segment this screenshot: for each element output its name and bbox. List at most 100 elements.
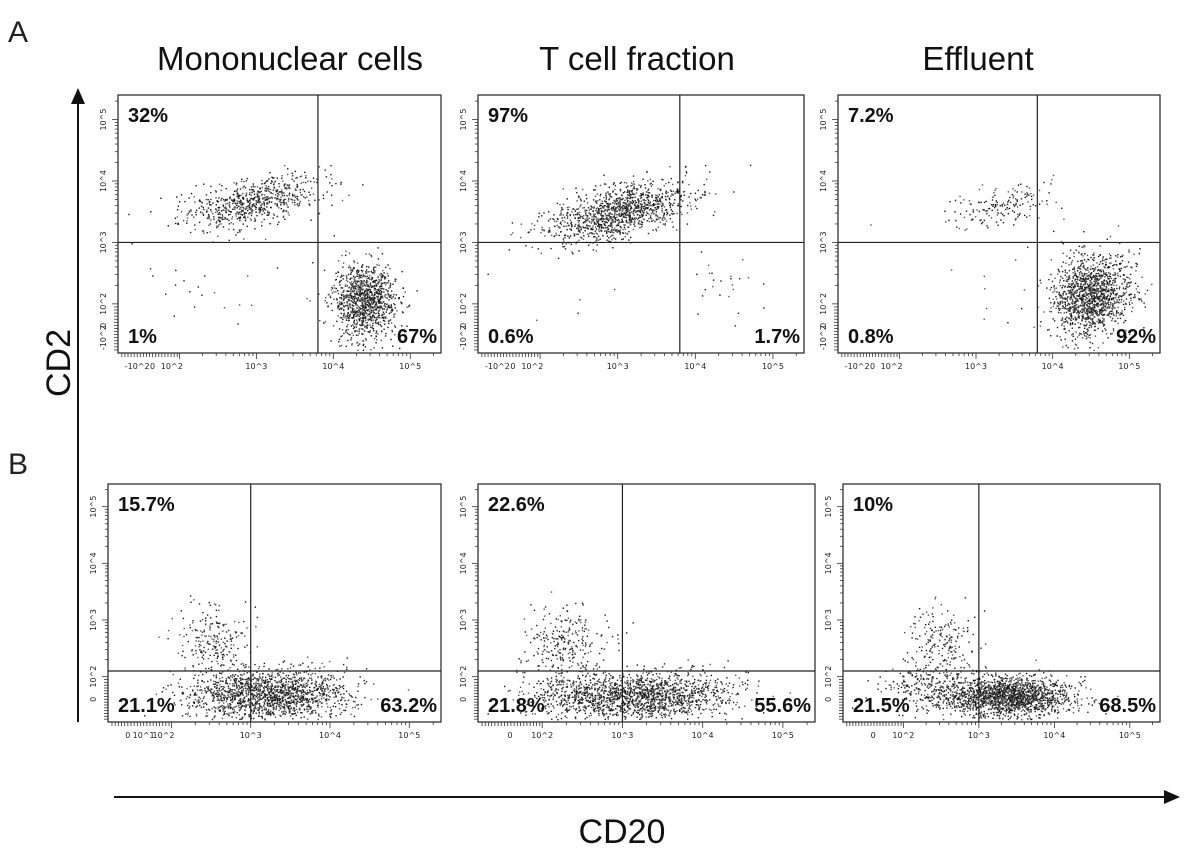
event-dot [592, 210, 594, 212]
event-dot [1123, 281, 1126, 283]
event-dot [1090, 311, 1093, 313]
event-dot [266, 202, 268, 204]
event-dot [1112, 298, 1114, 300]
event-dot [629, 202, 631, 204]
event-dot [291, 199, 293, 201]
event-dot [668, 202, 671, 204]
event-dot [318, 199, 320, 201]
event-dot [612, 216, 615, 218]
event-dot [1094, 297, 1096, 300]
event-dot [353, 326, 356, 329]
event-dot [634, 207, 637, 209]
event-dot [387, 290, 389, 292]
event-dot [368, 313, 371, 315]
event-dot [378, 316, 380, 319]
event-dot [1072, 268, 1074, 271]
event-dot [232, 223, 234, 225]
event-dot [324, 320, 327, 323]
event-dot [1074, 343, 1077, 345]
event-dot [1083, 293, 1085, 296]
event-dot [1101, 307, 1103, 309]
event-dot [580, 228, 582, 231]
event-dot [294, 204, 296, 206]
event-dot [631, 196, 634, 199]
event-dot [1065, 344, 1067, 347]
event-dot [1072, 309, 1074, 311]
event-dot [618, 210, 621, 212]
event-dot [577, 221, 580, 224]
event-dot [371, 297, 373, 299]
event-dot [577, 230, 580, 232]
event-dot [190, 192, 193, 195]
x-tick-label: 10^5 [762, 362, 784, 371]
event-dot [1090, 318, 1092, 320]
event-dot [355, 324, 357, 326]
event-dot [1092, 318, 1094, 320]
event-dot [680, 205, 682, 208]
event-dot [1124, 279, 1126, 281]
event-dot [1138, 252, 1140, 255]
event-dot [1069, 285, 1071, 288]
event-dot [350, 288, 352, 291]
event-dot [611, 216, 613, 218]
event-dot [603, 218, 605, 220]
event-dot [1143, 302, 1145, 304]
event-dot [1081, 305, 1083, 307]
event-dot [613, 227, 616, 229]
event-dot [1112, 265, 1114, 267]
event-dot [1079, 323, 1082, 325]
event-dot [345, 297, 348, 299]
event-dot [364, 302, 366, 304]
event-dot [359, 295, 361, 297]
event-dot [600, 229, 602, 232]
event-dot [352, 283, 354, 285]
event-dot [1114, 274, 1116, 276]
event-dot [1115, 313, 1118, 315]
event-dot [621, 210, 623, 212]
event-dot [1131, 310, 1133, 313]
event-dot [991, 209, 993, 211]
event-dot [268, 178, 270, 180]
event-dot [1084, 253, 1086, 255]
event-dot [1111, 284, 1113, 286]
event-dot [1109, 273, 1111, 275]
event-dot [408, 304, 411, 306]
event-dot [393, 313, 395, 316]
event-dot [374, 292, 376, 294]
event-dot [247, 216, 249, 218]
event-dot [250, 214, 253, 217]
event-dot [1099, 309, 1102, 311]
event-dot [1113, 300, 1115, 302]
event-dot [594, 213, 597, 215]
event-dot [657, 226, 659, 228]
event-dot [1060, 319, 1062, 321]
event-dot [1084, 273, 1086, 275]
event-dot [219, 217, 221, 219]
event-dot [1104, 290, 1107, 292]
event-dot [1010, 201, 1012, 204]
event-dot [574, 223, 577, 226]
event-dot [335, 272, 337, 274]
event-dot [629, 214, 631, 217]
event-dot [625, 196, 627, 199]
event-dot [1095, 309, 1097, 312]
event-dot [210, 209, 212, 211]
event-dot [386, 297, 388, 299]
event-dot [346, 302, 348, 304]
event-dot [380, 284, 382, 286]
event-dot [376, 298, 379, 300]
event-dot [1124, 308, 1126, 311]
event-dot [1074, 278, 1076, 280]
event-dot [955, 219, 957, 222]
event-dot [254, 219, 257, 221]
event-dot [357, 271, 360, 273]
event-dot [251, 189, 253, 191]
event-dot [333, 325, 335, 327]
event-dot [1055, 295, 1057, 298]
event-dot [1093, 283, 1096, 285]
event-dot [1014, 259, 1017, 261]
event-dot [283, 194, 286, 197]
event-dot [340, 317, 343, 319]
event-dot [193, 306, 196, 308]
event-dot [402, 295, 405, 298]
